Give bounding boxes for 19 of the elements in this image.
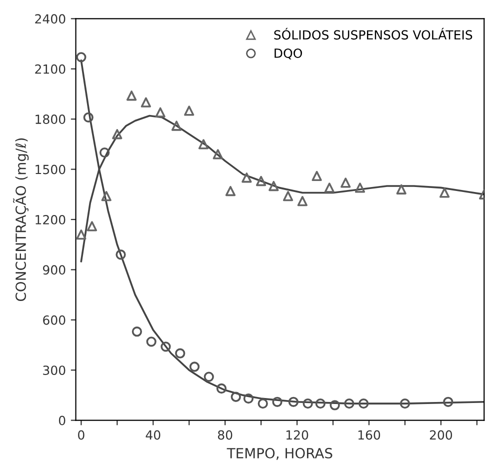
y-tick-label: 600: [43, 315, 66, 325]
y-tick-label: 1500: [36, 164, 66, 174]
x-tick-label: 80: [218, 430, 232, 440]
x-tick-label: 200: [430, 430, 452, 440]
y-tick-label: 1200: [36, 214, 66, 224]
y-axis-title: CONCENTRAÇÃO (mg/ℓ): [13, 138, 29, 302]
y-tick-label: 300: [43, 366, 66, 376]
x-tick-label: 160: [358, 430, 380, 440]
legend-label: SÓLIDOS SUSPENSOS VOLÁTEIS: [274, 28, 472, 40]
y-tick-label: 1800: [36, 114, 66, 124]
legend-label: DQO: [274, 48, 302, 60]
x-tick-label: 40: [146, 430, 160, 440]
y-tick-label: 900: [43, 265, 66, 275]
x-tick-label: 120: [286, 430, 308, 440]
y-tick-label: 2400: [35, 14, 66, 24]
x-axis-title: TEMPO, HORAS: [226, 448, 332, 460]
y-tick-label: 2100: [35, 64, 66, 74]
y-tick-label: 0: [58, 416, 66, 426]
x-tick-label: 0: [78, 430, 84, 440]
